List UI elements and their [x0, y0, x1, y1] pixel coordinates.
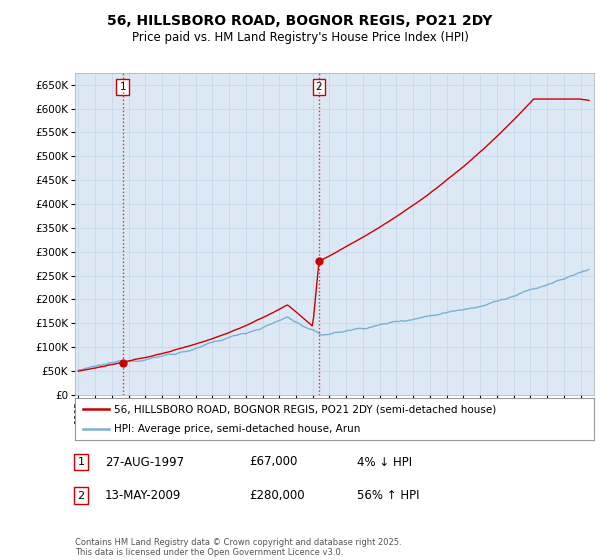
Text: 56, HILLSBORO ROAD, BOGNOR REGIS, PO21 2DY: 56, HILLSBORO ROAD, BOGNOR REGIS, PO21 2…	[107, 14, 493, 28]
Text: 4% ↓ HPI: 4% ↓ HPI	[357, 455, 412, 469]
Text: 2: 2	[77, 491, 85, 501]
Text: HPI: Average price, semi-detached house, Arun: HPI: Average price, semi-detached house,…	[114, 424, 360, 434]
Text: 1: 1	[77, 457, 85, 467]
Text: 1: 1	[119, 82, 126, 92]
Text: £280,000: £280,000	[249, 489, 305, 502]
Text: 27-AUG-1997: 27-AUG-1997	[105, 455, 184, 469]
Text: 56, HILLSBORO ROAD, BOGNOR REGIS, PO21 2DY (semi-detached house): 56, HILLSBORO ROAD, BOGNOR REGIS, PO21 2…	[114, 404, 496, 414]
Text: 2: 2	[316, 82, 322, 92]
Text: 56% ↑ HPI: 56% ↑ HPI	[357, 489, 419, 502]
Text: Price paid vs. HM Land Registry's House Price Index (HPI): Price paid vs. HM Land Registry's House …	[131, 31, 469, 44]
Text: Contains HM Land Registry data © Crown copyright and database right 2025.
This d: Contains HM Land Registry data © Crown c…	[75, 538, 401, 557]
Text: £67,000: £67,000	[249, 455, 298, 469]
Text: 13-MAY-2009: 13-MAY-2009	[105, 489, 181, 502]
